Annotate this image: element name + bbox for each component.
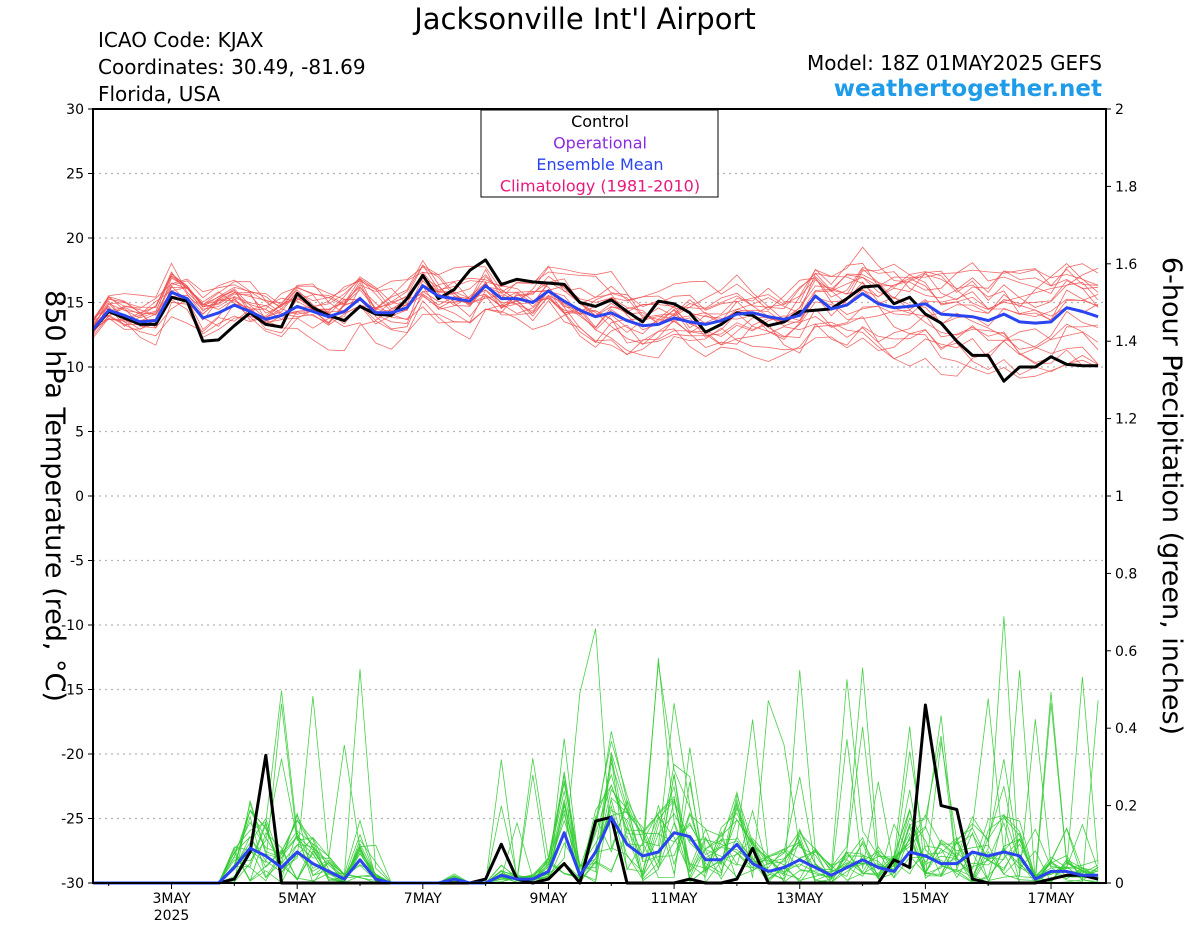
precipitation-member-line — [93, 628, 1099, 884]
y-tick-label: 20 — [66, 231, 84, 247]
y-tick-label: -5 — [70, 554, 84, 570]
x-tick-label: 13MAY — [776, 891, 823, 907]
temperature-member-line — [92, 246, 1099, 333]
precipitation-member-line — [93, 726, 1099, 884]
y2-tick-label: 0.4 — [1115, 721, 1137, 737]
legend-entry: Climatology (1981-2010) — [500, 177, 700, 196]
control-temperature-line — [91, 258, 1099, 383]
x-tick-label: 3MAY — [153, 891, 191, 907]
x-tick-label: 11MAY — [651, 891, 698, 907]
main-series — [91, 258, 1099, 885]
website-link[interactable]: weathertogether.net — [833, 76, 1102, 102]
legend-entry: Operational — [553, 134, 647, 153]
y-tick-label: 30 — [66, 102, 84, 118]
region: Florida, USA — [98, 82, 221, 106]
control-precipitation-line — [93, 703, 1099, 885]
y-axis-title: 850 hPa Temperature (red, °C) — [39, 290, 70, 702]
y2-tick-label: 1 — [1115, 489, 1124, 505]
temperature-member-line — [92, 275, 1099, 365]
y-tick-label: -20 — [61, 747, 84, 763]
y2-axis-label: 6-hour Precipitation (green, inches) — [1156, 257, 1187, 735]
precipitation-member-line — [93, 698, 1099, 884]
precipitation-member-line — [93, 658, 1099, 884]
axis-ticks: 302520151050-5-10-15-20-25-3021.81.61.41… — [61, 102, 1137, 924]
temperature-member-line — [92, 284, 1099, 364]
y2-tick-label: 0 — [1115, 876, 1124, 892]
legend-entry: Control — [571, 112, 629, 131]
y2-axis-title: 6-hour Precipitation (green, inches) — [1156, 257, 1187, 735]
y-tick-label: -10 — [61, 618, 84, 634]
legend: Control Operational Ensemble Mean Climatolo… — [480, 109, 719, 198]
y-axis-label: 850 hPa Temperature (red, °C) — [39, 290, 70, 702]
y-tick-label: -25 — [61, 812, 84, 828]
grid — [93, 108, 1106, 884]
ensemble-mean-temperature-line — [91, 284, 1099, 331]
coordinates: Coordinates: 30.49, -81.69 — [98, 55, 366, 79]
y-tick-label: 5 — [75, 425, 84, 441]
temperature-member-line — [92, 262, 1099, 377]
legend-entry: Ensemble Mean — [536, 155, 663, 174]
y-tick-label: -30 — [61, 876, 84, 892]
temperature-members — [92, 246, 1099, 379]
x-tick-label: 7MAY — [404, 891, 442, 907]
precipitation-member-line — [93, 667, 1099, 884]
y2-tick-label: 0.6 — [1115, 644, 1137, 660]
icao-code: ICAO Code: KJAX — [98, 28, 264, 52]
temperature-member-line — [92, 259, 1099, 333]
y2-tick-label: 0.2 — [1115, 799, 1137, 815]
ensemble-mean-precipitation-line — [93, 815, 1099, 885]
y2-tick-label: 0.8 — [1115, 566, 1137, 582]
y-tick-label: -15 — [61, 683, 84, 699]
y-tick-label: 10 — [66, 360, 84, 376]
y2-tick-label: 2 — [1115, 102, 1124, 118]
y2-tick-label: 1.2 — [1115, 412, 1137, 428]
temperature-member-line — [92, 269, 1099, 335]
precipitation-member-line — [93, 776, 1099, 884]
y2-tick-label: 1.8 — [1115, 179, 1137, 195]
temperature-member-line — [92, 279, 1099, 340]
page-title: Jacksonville Int'l Airport — [414, 2, 756, 36]
x-tick-sublabel: 2025 — [154, 908, 190, 924]
y-tick-label: 15 — [66, 296, 84, 312]
y-tick-label: 0 — [75, 489, 84, 505]
y2-tick-label: 1.6 — [1115, 257, 1137, 273]
x-tick-label: 5MAY — [278, 891, 316, 907]
precipitation-members — [93, 616, 1099, 884]
x-tick-label: 9MAY — [529, 891, 567, 907]
y-tick-label: 25 — [66, 167, 84, 183]
x-tick-label: 17MAY — [1028, 891, 1075, 907]
x-tick-label: 15MAY — [902, 891, 949, 907]
temperature-member-line — [92, 282, 1099, 339]
temperature-member-line — [92, 263, 1099, 333]
legend-box — [480, 109, 719, 198]
y2-tick-label: 1.4 — [1115, 334, 1137, 350]
model-run: Model: 18Z 01MAY2025 GEFS — [807, 51, 1102, 75]
